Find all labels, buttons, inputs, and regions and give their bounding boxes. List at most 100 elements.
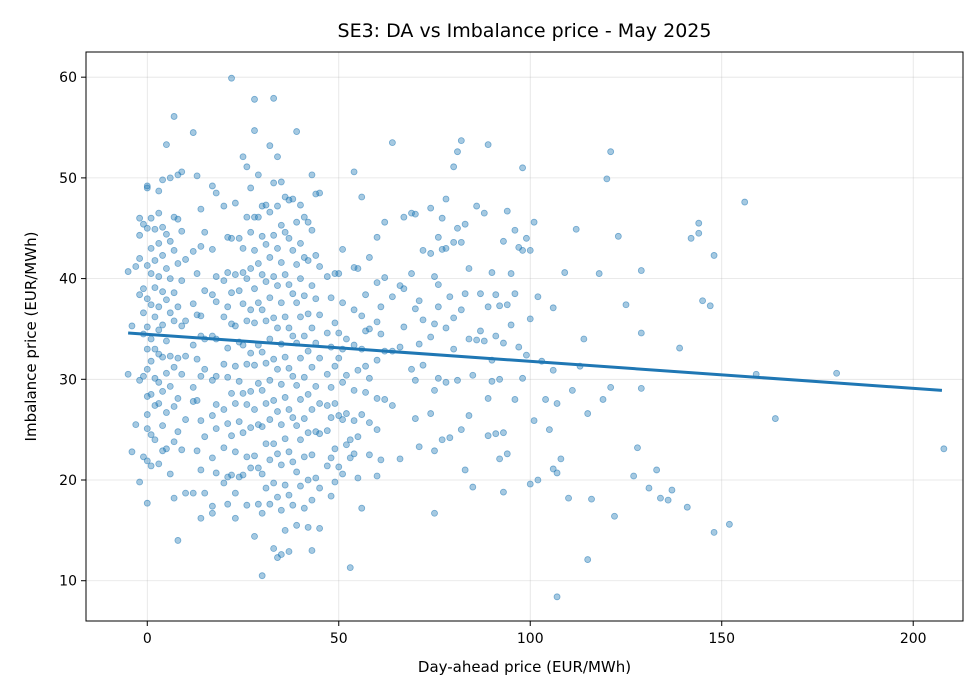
- data-point: [277, 299, 285, 307]
- data-point: [155, 400, 163, 407]
- data-point: [235, 473, 243, 481]
- data-point: [143, 182, 151, 190]
- data-point: [706, 302, 714, 310]
- data-point: [312, 252, 320, 259]
- data-point: [251, 95, 258, 103]
- data-point: [293, 299, 301, 307]
- data-point: [136, 376, 144, 384]
- data-point: [163, 369, 170, 377]
- data-point: [212, 189, 220, 197]
- data-point: [193, 172, 201, 180]
- data-point: [197, 242, 205, 250]
- data-point: [274, 244, 281, 252]
- data-point: [151, 313, 159, 321]
- data-point: [580, 335, 588, 343]
- data-point: [308, 363, 316, 371]
- trend-line: [128, 331, 943, 392]
- data-point: [182, 416, 189, 423]
- data-point: [561, 269, 569, 276]
- data-point: [297, 201, 304, 209]
- data-point: [400, 323, 408, 331]
- data-point: [488, 269, 496, 276]
- data-point: [289, 195, 297, 203]
- data-point: [220, 444, 228, 452]
- data-point: [549, 304, 557, 312]
- data-point: [588, 495, 595, 503]
- data-point: [174, 537, 182, 544]
- data-point: [293, 468, 301, 476]
- data-point: [308, 282, 316, 290]
- data-point: [166, 237, 174, 245]
- data-point: [572, 225, 580, 233]
- data-point: [159, 353, 166, 361]
- data-point: [614, 232, 622, 240]
- data-point: [411, 305, 419, 313]
- data-point: [358, 504, 366, 512]
- data-point: [411, 210, 419, 218]
- data-point: [166, 382, 174, 390]
- data-point: [277, 506, 285, 514]
- data-point: [308, 496, 316, 504]
- data-point: [388, 402, 396, 409]
- data-point: [335, 329, 343, 337]
- data-point: [484, 303, 492, 311]
- data-point: [358, 312, 366, 320]
- data-point: [281, 481, 289, 489]
- data-point: [316, 524, 324, 532]
- data-point: [484, 432, 492, 440]
- data-point: [285, 406, 293, 413]
- data-point: [143, 393, 151, 400]
- data-point: [220, 202, 228, 210]
- data-point: [346, 454, 354, 462]
- data-point: [461, 220, 469, 228]
- data-point: [266, 208, 274, 216]
- data-point: [400, 213, 408, 221]
- data-point: [147, 335, 155, 343]
- data-point: [488, 377, 496, 385]
- data-point: [243, 501, 251, 509]
- data-point: [193, 447, 201, 455]
- data-point: [300, 504, 308, 512]
- data-point: [159, 422, 166, 430]
- data-point: [170, 246, 178, 254]
- data-point: [132, 263, 140, 270]
- data-point: [163, 230, 170, 238]
- data-point: [396, 455, 404, 463]
- data-point: [136, 291, 144, 299]
- data-point: [197, 205, 205, 213]
- data-point: [297, 313, 304, 321]
- data-point: [178, 277, 186, 285]
- data-point: [316, 354, 324, 362]
- data-point: [300, 332, 308, 340]
- data-point: [496, 302, 504, 310]
- data-point: [170, 317, 178, 325]
- data-point: [208, 291, 216, 299]
- data-point: [304, 218, 312, 226]
- data-point: [224, 473, 232, 481]
- data-point: [155, 209, 163, 217]
- data-point: [174, 215, 182, 223]
- data-point: [266, 376, 274, 384]
- data-point: [235, 418, 243, 425]
- data-point: [289, 501, 297, 509]
- data-point: [496, 455, 504, 463]
- data-point: [771, 415, 779, 422]
- data-point: [235, 377, 243, 385]
- data-point: [182, 489, 189, 497]
- data-point: [480, 209, 488, 217]
- data-point: [346, 564, 354, 572]
- data-point: [323, 273, 331, 280]
- data-point: [254, 379, 262, 387]
- data-point: [170, 438, 178, 446]
- data-point: [526, 480, 534, 488]
- data-point: [599, 396, 607, 403]
- data-point: [266, 294, 274, 302]
- data-point: [201, 228, 209, 236]
- data-point: [277, 380, 285, 388]
- data-point: [224, 303, 232, 311]
- y-tick-label: 50: [59, 171, 77, 187]
- data-point: [442, 195, 450, 203]
- data-point: [331, 445, 339, 453]
- data-point: [166, 352, 174, 360]
- data-point: [438, 245, 446, 253]
